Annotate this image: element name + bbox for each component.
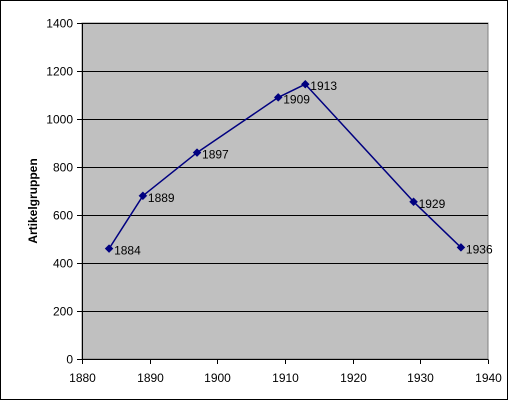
y-tick-label: 1000 — [46, 113, 73, 127]
y-tick-label: 800 — [53, 161, 73, 175]
data-point-label: 1936 — [466, 242, 493, 256]
data-marker — [273, 93, 283, 102]
y-tick-label: 600 — [53, 209, 73, 223]
axes — [77, 23, 489, 364]
data-point-label: 1889 — [148, 191, 175, 205]
y-tick-label: 1400 — [46, 17, 73, 31]
data-marker — [409, 197, 418, 207]
x-tick-label: 1910 — [272, 371, 299, 385]
data-marker — [300, 79, 310, 89]
data-point-label: 1909 — [283, 92, 310, 106]
data-point-label: 1897 — [202, 148, 229, 162]
x-tick-label: 1900 — [204, 371, 231, 385]
x-tick-label: 1920 — [340, 371, 367, 385]
data-point-label: 1913 — [310, 79, 337, 93]
data-marker — [138, 191, 148, 201]
x-tick-label: 1940 — [475, 371, 502, 385]
y-tick-label: 200 — [53, 305, 73, 319]
y-axis-label: Artikelgruppen — [26, 158, 40, 243]
data-markers — [104, 79, 466, 253]
data-point-label: 1929 — [419, 197, 446, 211]
y-tick-labels: 0 200 400 600 800 1000 1200 1400 — [46, 17, 73, 367]
data-point-label: 1884 — [114, 244, 141, 258]
x-tick-label: 1880 — [69, 371, 96, 385]
x-tick-labels: 1880 1890 1900 1910 1920 1930 1940 — [69, 371, 502, 385]
y-tick-label: 400 — [53, 257, 73, 271]
y-tick-label: 1200 — [46, 65, 73, 79]
x-tick-label: 1930 — [407, 371, 434, 385]
gridlines — [82, 23, 488, 312]
x-tick-label: 1890 — [137, 371, 164, 385]
data-marker — [456, 243, 466, 252]
data-marker — [192, 148, 202, 157]
plot-area — [81, 22, 489, 360]
data-marker — [104, 244, 114, 253]
y-tick-label: 0 — [66, 353, 73, 367]
